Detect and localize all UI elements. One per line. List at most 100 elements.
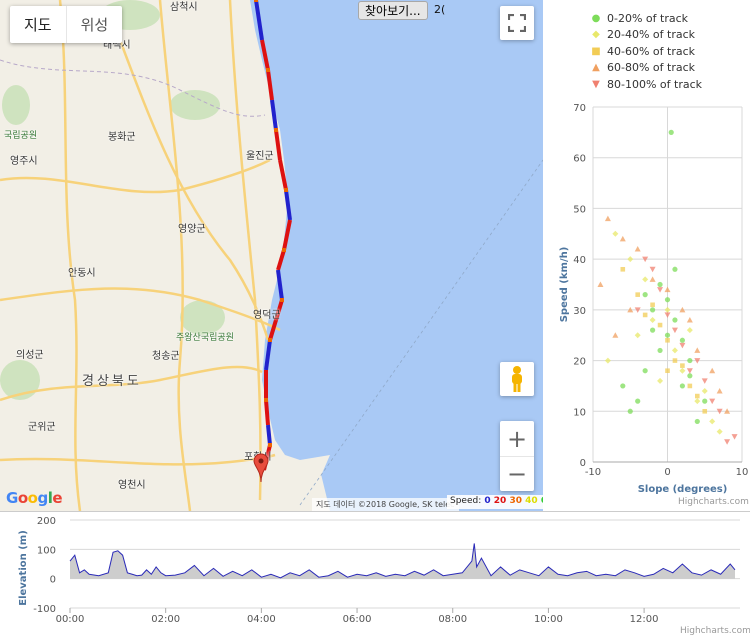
map-attribution[interactable]: 지도 데이터 ©2018 Google, SK telec: [312, 498, 459, 511]
x-tick-label: 04:00: [247, 614, 276, 625]
scatter-point: [657, 287, 664, 293]
scatter-point: [679, 342, 686, 349]
scatter-point: [657, 281, 663, 288]
scatter-point: [649, 266, 656, 273]
scatter-point: [649, 276, 656, 282]
legend-item[interactable]: ■ 40-60% of track: [591, 43, 702, 60]
scatter-point: [694, 418, 700, 425]
scatter-point: [679, 367, 686, 374]
peninsula: [300, 455, 330, 485]
place-label: 영양군: [178, 224, 206, 235]
road: [58, 0, 82, 511]
place-label: 안동시: [68, 268, 96, 279]
speed-legend-value: 20: [490, 496, 507, 506]
y-tick-label: 70: [573, 103, 586, 114]
gps-track-segment: [276, 269, 284, 301]
gps-track-segment: [270, 99, 278, 131]
speed-legend-value: 60: [538, 496, 543, 506]
scatter-point: [635, 398, 641, 404]
scatter-point: [687, 357, 693, 364]
place-label: 태백시: [103, 40, 131, 51]
pegman-icon: [512, 366, 522, 392]
scatter-point: [679, 306, 686, 313]
place-label: 청송군: [152, 351, 180, 362]
scatter-point: [672, 358, 678, 363]
scatter-point: [657, 347, 663, 354]
map-tiles[interactable]: [0, 0, 543, 511]
x-tick-label: -10: [585, 467, 601, 478]
scatter-point: [664, 286, 671, 293]
place-label: 울진군: [246, 151, 274, 162]
gps-track-marker: [284, 188, 288, 192]
place-label: 국립공원: [4, 131, 38, 141]
gps-track-segment: [266, 69, 274, 101]
scatter-point: [716, 408, 723, 415]
road: [118, 39, 270, 341]
y-axis-title: Elevation (m): [18, 530, 29, 606]
y-axis-title: Speed (km/h): [559, 247, 570, 323]
find-extra-text: 2(: [434, 3, 446, 16]
legend-item[interactable]: ◆ 20-40% of track: [591, 27, 702, 44]
scatter-point: [702, 408, 708, 414]
fullscreen-button[interactable]: [500, 6, 534, 40]
gps-track-segment: [274, 299, 284, 321]
place-label: 의성군: [16, 350, 44, 361]
elevation-line: [69, 543, 736, 579]
street-view-button[interactable]: [500, 362, 534, 396]
y-tick-label: 0: [50, 575, 56, 586]
scatter-point: [709, 367, 716, 374]
scatter-point: [635, 292, 640, 297]
highcharts-credit-elevation[interactable]: Highcharts.com: [680, 626, 750, 636]
scatter-point: [612, 230, 619, 237]
x-tick-label: 00:00: [56, 614, 85, 625]
scatter-point: [664, 312, 671, 318]
scatter-point: [664, 297, 671, 303]
scatter-point: [695, 393, 700, 399]
scatter-point: [731, 434, 738, 440]
gps-track-segment: [264, 339, 272, 371]
scatter-point: [612, 332, 619, 338]
scatter-point: [627, 256, 634, 263]
zoom-in-button[interactable]: +: [506, 424, 528, 453]
speed-legend-label: Speed:: [450, 496, 482, 506]
scatter-point: [664, 332, 671, 338]
place-label: 군위군: [28, 422, 56, 433]
map-view[interactable]: 태백시 봉화군 영주시 울진군 영양군 안동시 영덕군 주왕산국립공원 청송군 의성군 경상북도 군위…: [0, 0, 543, 511]
maptype-map-button[interactable]: 지도: [24, 16, 52, 34]
find-button[interactable]: 찾아보기...: [358, 1, 428, 20]
scatter-point: [724, 408, 731, 414]
legend-item[interactable]: ● 0-20% of track: [591, 10, 702, 27]
scatter-point: [701, 378, 708, 384]
maptype-satellite-button[interactable]: 위성: [65, 6, 123, 43]
legend-item[interactable]: ▲ 60-80% of track: [591, 60, 702, 77]
scatter-point: [597, 281, 604, 287]
place-label: 영덕군: [253, 310, 281, 321]
legend-item[interactable]: ▼ 80-100% of track: [591, 76, 702, 93]
y-tick-label: 50: [573, 204, 586, 215]
legend-label: 60-80% of track: [607, 61, 696, 75]
speed-legend: Speed: 0 20 30 40 60: [447, 495, 543, 509]
scatter-point: [620, 266, 626, 272]
google-logo: Google: [6, 489, 63, 507]
maptype-control[interactable]: 지도 위성: [10, 6, 123, 43]
y-tick-label: 60: [573, 154, 586, 165]
place-label: 봉화군: [108, 132, 136, 143]
gps-track-segment: [282, 219, 292, 251]
scatter-point: [665, 337, 670, 343]
location-pin-icon[interactable]: [253, 453, 269, 483]
green-area: [180, 300, 225, 335]
scatter-point: [701, 388, 708, 394]
gps-track-marker: [266, 68, 270, 72]
scatter-point: [709, 418, 716, 425]
scatter-point: [671, 327, 678, 334]
x-tick-label: 02:00: [151, 614, 180, 625]
gps-track-segment: [274, 129, 282, 161]
zoom-out-button[interactable]: −: [500, 456, 534, 491]
scatter-point: [627, 408, 633, 414]
scatter-point: [604, 215, 611, 222]
gps-track-segment: [284, 189, 292, 221]
green-area: [170, 90, 220, 120]
gps-track-marker: [264, 398, 268, 402]
scatter-point: [687, 373, 693, 379]
highcharts-credit[interactable]: Highcharts.com: [678, 497, 749, 507]
